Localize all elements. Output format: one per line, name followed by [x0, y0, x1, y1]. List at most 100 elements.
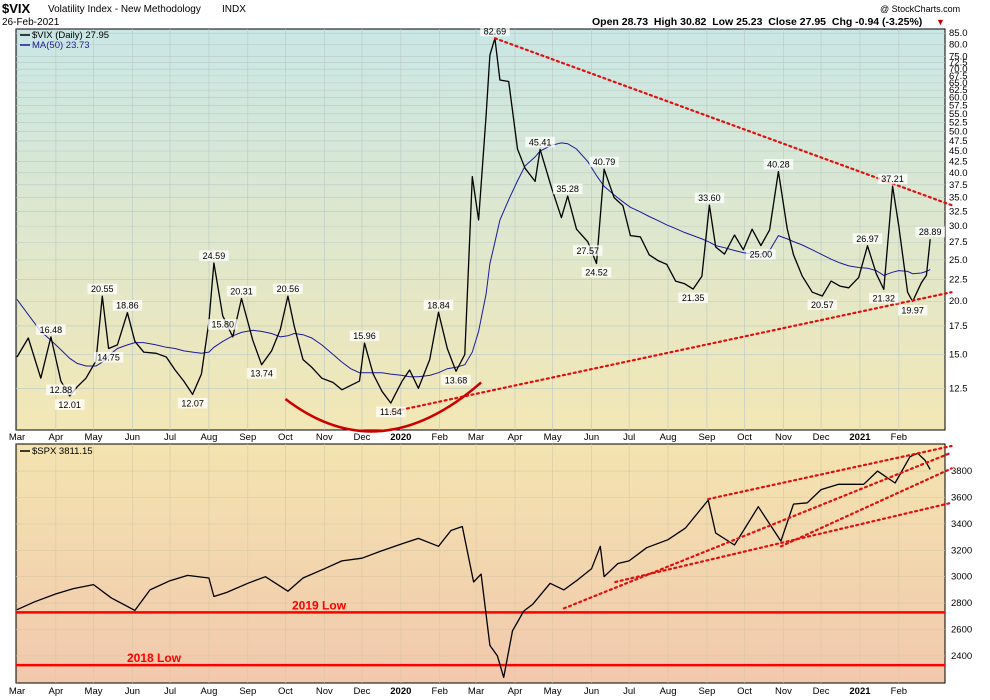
x-tick-label: Nov — [316, 686, 333, 697]
spx-y-tick-label: 3000 — [951, 572, 972, 583]
vix-annotation-label: 16.48 — [40, 325, 63, 335]
vix-annotations: 16.48 12.88 12.01 20.55 14.75 18.86 12.07 24.59… — [36, 25, 945, 418]
x-tick-label: Oct — [278, 432, 293, 443]
vix-y-axis: 12.5 15.0 17.5 20.0 22.5 25.0 27.5 30.0 32.5 35.0… — [949, 28, 968, 394]
annotation-bg — [694, 192, 725, 204]
x-tick-label: May — [544, 686, 562, 697]
vix-annotation-label: 11.54 — [380, 407, 402, 417]
annotation-bg — [226, 285, 257, 297]
x-tick-label: Feb — [432, 686, 448, 697]
index-name: Volatility Index - New Methodology — [48, 4, 201, 15]
x-tick-label: May — [85, 686, 103, 697]
annotation-bg — [869, 292, 899, 304]
spx-y-tick-label: 2800 — [951, 598, 972, 609]
spx-plot-area: 2019 Low 2018 Low — [16, 452, 945, 679]
vix-annotation-label: 20.31 — [230, 286, 253, 296]
annotation-bg — [87, 283, 118, 295]
vix-y-tick-label: 67.5 — [949, 71, 968, 82]
vix-y-tick-label: 35.0 — [949, 193, 968, 204]
annotation-bg — [273, 283, 303, 295]
vix-annotation-label: 12.07 — [181, 398, 204, 408]
x-tick-label: Sep — [698, 432, 715, 443]
x-tick-label: Dec — [813, 686, 830, 697]
spx-y-tick-label: 2400 — [951, 651, 972, 662]
vix-annotation-label: 13.74 — [250, 369, 273, 379]
vix-annotation-label: 18.86 — [116, 301, 139, 311]
annotation-bg — [112, 300, 143, 311]
annotation-bg — [480, 25, 510, 37]
vix-annotation-label: 40.28 — [767, 160, 790, 170]
x-tick-label: Oct — [278, 686, 293, 697]
x-tick-label: Dec — [354, 432, 371, 443]
vix-annotation-label: 20.56 — [277, 284, 300, 294]
x-tick-label: Sep — [239, 686, 256, 697]
annotation-bg — [807, 299, 838, 311]
vix-legend: $VIX (Daily) 27.95 MA(50) 23.73 — [20, 30, 109, 51]
vix-annotation-label: 28.89 — [919, 227, 942, 237]
x-tick-label: Mar — [9, 432, 25, 443]
annotation-bg — [877, 173, 908, 185]
vix-y-tick-label: 65.0 — [949, 78, 968, 89]
x-tick-label: 2021 — [849, 432, 871, 443]
annotation-bg — [441, 374, 471, 386]
vix-y-tick-label: 75.0 — [949, 51, 968, 62]
x-tick-label: Feb — [891, 686, 907, 697]
x-tick-label: Sep — [239, 432, 256, 443]
vix-annotation-label: 15.80 — [211, 320, 234, 330]
vix-legend-ma: MA(50) 23.73 — [32, 40, 90, 51]
vix-price-line — [16, 37, 931, 404]
vix-y-tick-label: 72.5 — [949, 58, 968, 69]
annotation-bg — [573, 245, 603, 256]
x-tick-label: Nov — [775, 686, 792, 697]
vix-legend-price: $VIX (Daily) 27.95 — [32, 30, 109, 41]
x-tick-label: Jun — [584, 432, 599, 443]
vix-panel-background — [15, 28, 946, 431]
spx-support-label: 2019 Low — [292, 598, 347, 612]
caret-down-icon: ▼ — [936, 17, 945, 27]
vix-y-tick-label: 25.0 — [949, 255, 968, 266]
annotation-bg — [897, 305, 928, 316]
annotation-bg — [376, 406, 406, 418]
spx-y-tick-label: 3400 — [951, 519, 972, 530]
x-tick-label: Dec — [354, 686, 371, 697]
annotation-bg — [54, 399, 85, 410]
spx-x-axis: Mar Apr May Jun Jul Aug Sep Oct Nov Dec 2020 Feb Mar… — [9, 686, 907, 697]
vix-y-tick-label: 12.5 — [949, 383, 968, 394]
vix-y-tick-label: 70.0 — [949, 64, 968, 75]
x-tick-label: Dec — [813, 432, 830, 443]
spx-trendline — [562, 451, 953, 610]
x-tick-label: Nov — [316, 432, 333, 443]
x-tick-label: Mar — [468, 432, 484, 443]
annotation-bg — [199, 250, 229, 261]
annotation-bg — [423, 299, 454, 311]
vix-y-tick-label: 20.0 — [949, 296, 968, 307]
annotation-bg — [852, 233, 883, 244]
x-tick-label: Feb — [891, 432, 907, 443]
vix-annotation-label: 12.88 — [50, 385, 73, 395]
x-tick-label: 2020 — [390, 686, 411, 697]
vix-annotation-label: 40.79 — [593, 157, 616, 167]
symbol-title: $VIX — [2, 1, 31, 16]
vix-annotation-label: 20.57 — [811, 300, 834, 310]
x-tick-label: 2021 — [849, 686, 871, 697]
vix-y-tick-label: 45.0 — [949, 146, 968, 157]
annotation-bg — [46, 384, 76, 396]
vix-annotation-label: 45.41 — [529, 137, 552, 147]
vix-y-tick-label: 60.0 — [949, 93, 968, 104]
x-tick-label: Jun — [125, 686, 140, 697]
x-tick-label: Aug — [200, 686, 217, 697]
vix-plot-area — [16, 37, 931, 404]
annotation-bg — [177, 397, 208, 409]
quote-summary: Open 28.73 High 30.82 Low 25.23 Close 27… — [592, 16, 922, 28]
x-tick-label: Jul — [164, 686, 176, 697]
spx-trendline — [614, 501, 953, 584]
annotation-bg — [915, 226, 945, 238]
vix-y-tick-label: 22.5 — [949, 274, 968, 285]
vix-annotation-label: 15.96 — [353, 331, 376, 341]
vix-annotation-label: 21.32 — [873, 293, 896, 303]
x-tick-label: May — [85, 432, 103, 443]
x-tick-label: Jul — [623, 686, 635, 697]
vix-annotation-label: 24.59 — [203, 251, 226, 261]
vix-y-tick-label: 62.5 — [949, 85, 968, 96]
annotation-bg — [581, 266, 612, 278]
